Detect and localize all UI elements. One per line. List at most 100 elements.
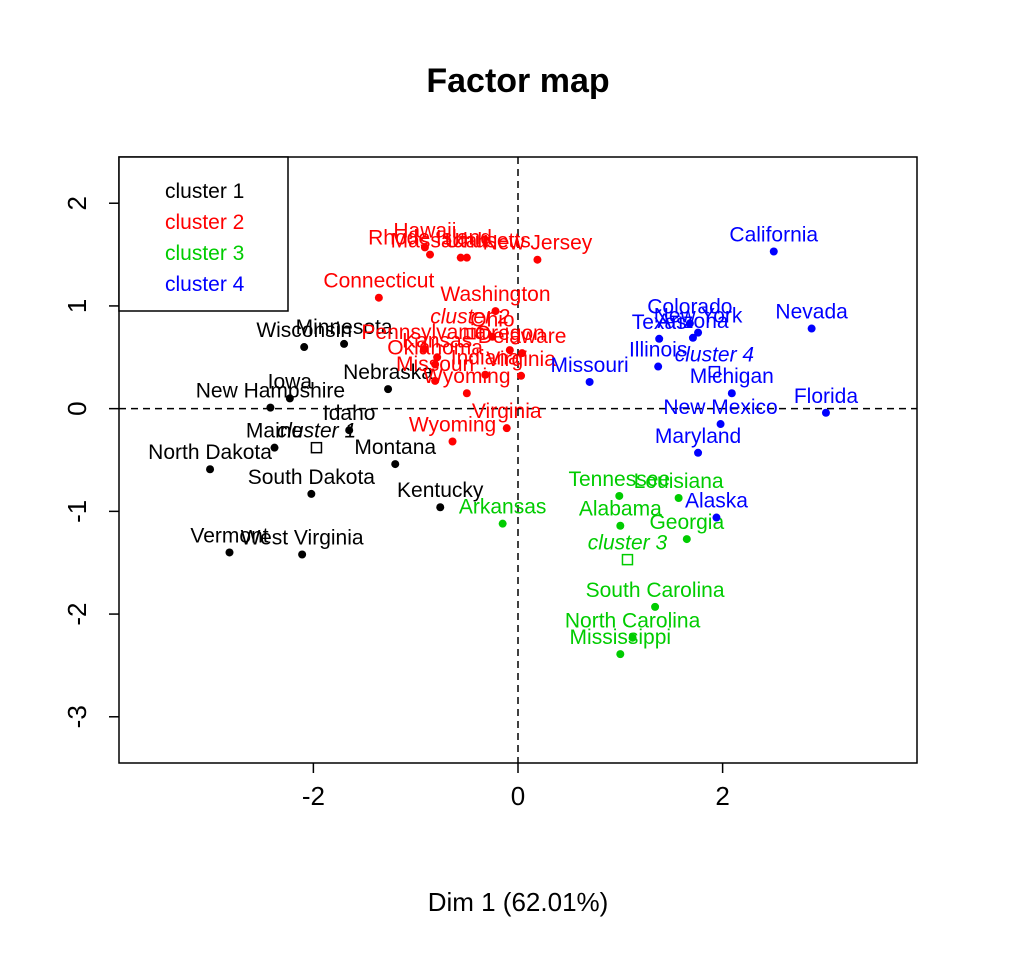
legend-entry: cluster 2 [165, 211, 244, 234]
data-point [270, 443, 279, 452]
cluster-center-label: cluster 2 [430, 306, 510, 329]
point-label: Hawaii [393, 219, 456, 242]
data-point [384, 385, 393, 394]
data-point [654, 362, 663, 371]
data-point [716, 420, 725, 429]
point-label: South Dakota [248, 466, 376, 489]
point-label: Iowa [268, 370, 313, 393]
point-label: South Carolina [586, 579, 725, 602]
point-label: Vermont [190, 524, 268, 547]
point-label: Kansas [402, 329, 472, 352]
point-label: Rhode Island [368, 227, 492, 250]
cluster-center [464, 327, 476, 340]
point-label: Illinois [629, 339, 687, 362]
x-tick-label: 2 [715, 781, 729, 811]
legend-entry: cluster 1 [165, 180, 244, 203]
data-point [298, 550, 307, 559]
data-point [345, 426, 354, 435]
legend-entry: cluster 3 [165, 242, 244, 265]
data-point [433, 353, 442, 362]
y-tick-label: -3 [62, 705, 92, 728]
data-point [462, 253, 471, 262]
data-point [436, 503, 445, 512]
point-label: Indiana [451, 347, 520, 370]
data-point [285, 394, 294, 403]
point-label: Mississippi [570, 626, 672, 649]
data-point [300, 343, 309, 352]
data-point [533, 255, 542, 264]
data-point [769, 247, 778, 256]
point-label: Louisiana [634, 470, 724, 493]
data-point [340, 339, 349, 348]
point-label: Washington [440, 283, 550, 306]
data-point [682, 535, 691, 544]
data-point [431, 376, 440, 385]
data-point [420, 243, 429, 252]
data-point [498, 519, 507, 528]
data-point [727, 389, 736, 398]
point-label: New Hampshire [196, 380, 345, 403]
point-label: West Virginia [241, 526, 364, 549]
cluster-center [310, 441, 323, 454]
data-point [807, 324, 816, 333]
point-label: Idaho [323, 402, 376, 425]
data-point [426, 250, 435, 259]
y-tick-label: -2 [62, 603, 92, 626]
axes: -2 0 2 -3 -2 -1 0 1 2 [62, 196, 730, 811]
point-label: Arizona [657, 310, 729, 333]
point-label: Ohio [470, 309, 514, 332]
data-point [505, 346, 514, 355]
data-point [694, 328, 703, 337]
point-label: Colorado [647, 295, 732, 318]
data-point [685, 319, 694, 328]
point-label: Maine [246, 420, 303, 443]
point-label: Nebraska [343, 361, 433, 384]
data-point [206, 465, 215, 474]
data-point [488, 332, 497, 341]
point-label: Arkansas [459, 496, 547, 519]
point-label: Pennsylvania [361, 321, 486, 344]
point-label: Oklahoma [387, 336, 483, 359]
point-label: Maryland [655, 425, 741, 448]
data-point [481, 370, 490, 379]
point-label: Michigan [690, 365, 774, 388]
point-label: Delaware [478, 325, 567, 348]
data-point [456, 253, 465, 262]
cluster-center-label: cluster 1 [277, 420, 356, 443]
legend: cluster 1 cluster 2 cluster 3 cluster 4 [118, 156, 289, 312]
point-label: Wyoming [423, 365, 510, 388]
point-label: Florida [794, 385, 859, 408]
data-point [674, 494, 683, 503]
cluster-center-label: cluster 4 [675, 344, 754, 367]
data-point [517, 371, 526, 380]
y-tick-label: 0 [62, 401, 92, 415]
point-label: New Mexico [663, 396, 777, 419]
point-label: Missouri [551, 354, 629, 377]
legend-entry: cluster 4 [165, 273, 245, 296]
point-label: Alabama [579, 498, 662, 521]
y-tick-label: 2 [62, 196, 92, 210]
data-point [616, 650, 625, 659]
point-label: California [729, 223, 818, 246]
point-label: New York [654, 305, 743, 328]
data-point [651, 602, 660, 611]
point-label: Wyoming [409, 414, 496, 437]
data-point [688, 333, 697, 342]
point-label: Alaska [685, 490, 748, 513]
x-tick-label: -2 [302, 781, 325, 811]
data-point [712, 513, 721, 522]
point-label: New Jersey [483, 232, 593, 255]
point-label: Massachusetts [391, 230, 531, 253]
reference-lines [119, 157, 917, 763]
point-label: Nevada [775, 301, 848, 324]
data-point [502, 424, 511, 433]
data-point [374, 293, 383, 302]
cluster-center [708, 365, 721, 378]
cluster-center [621, 553, 634, 566]
